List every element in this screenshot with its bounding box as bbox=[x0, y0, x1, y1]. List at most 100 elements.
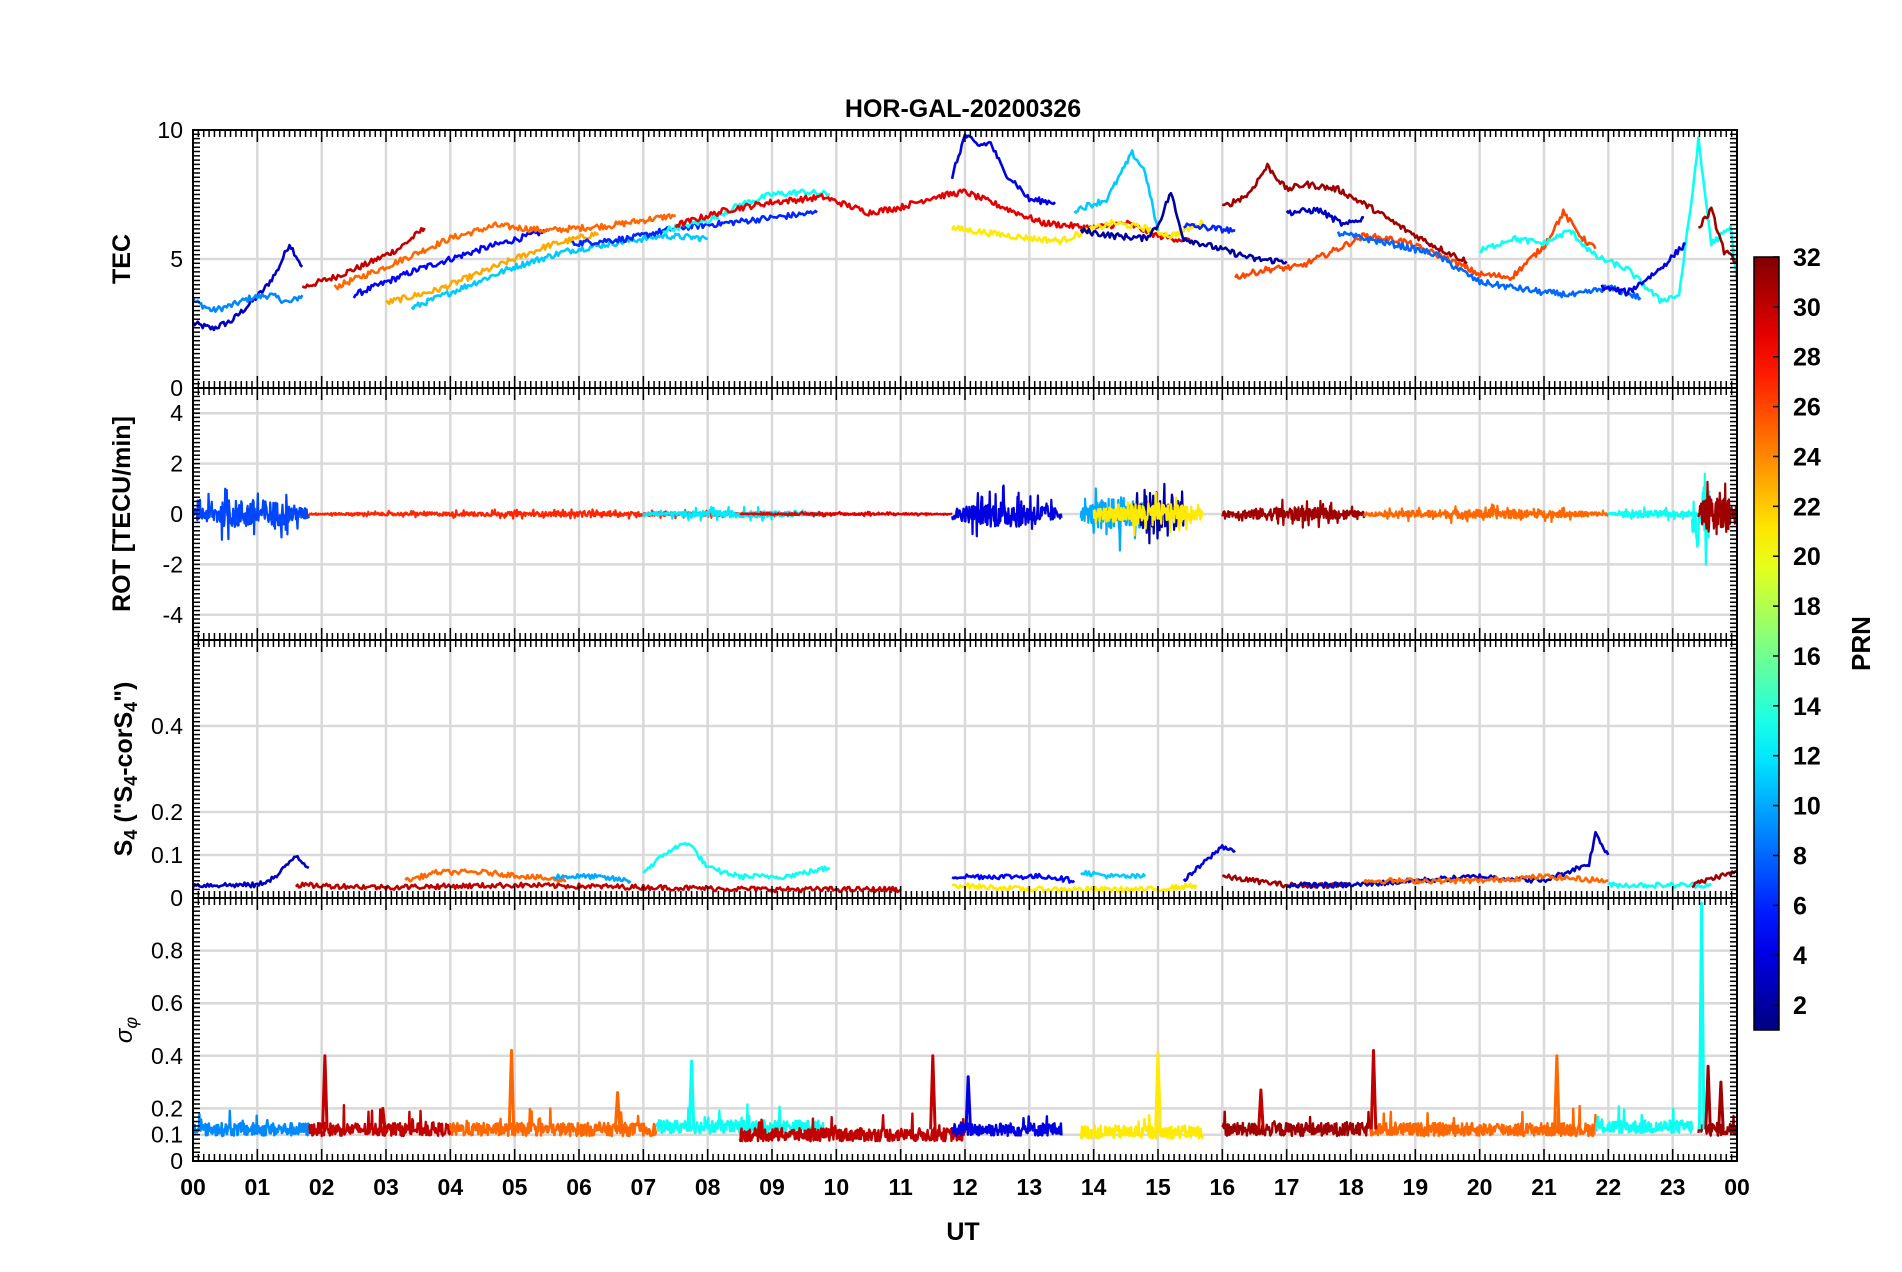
x-tick-label: 12 bbox=[952, 1174, 978, 1200]
tec-series-prn-3-0 bbox=[193, 243, 304, 332]
sigphi-ytick-label: 0.8 bbox=[151, 938, 183, 964]
colorbar-tick-label: 26 bbox=[1793, 394, 1821, 422]
s4-series-prn-4-8 bbox=[1182, 844, 1236, 882]
s4-series-prn-25-2 bbox=[404, 868, 567, 884]
s4-data bbox=[193, 830, 1737, 894]
colorbar-tick-label: 24 bbox=[1793, 443, 1821, 471]
sigphi-baseline-prn-4-5 bbox=[950, 1115, 1063, 1137]
x-tick-label: 03 bbox=[373, 1174, 399, 1200]
panel-rot: -4 -2 0 2 4 bbox=[163, 387, 1738, 641]
x-tick-label: 15 bbox=[1145, 1174, 1171, 1200]
colorbar-tick-label: 22 bbox=[1793, 493, 1821, 521]
x-tick-label: 17 bbox=[1274, 1174, 1300, 1200]
rot-burst-prn-31-12 bbox=[1697, 480, 1737, 536]
sigphi-ytick-label: 0.4 bbox=[151, 1043, 183, 1069]
tec-series-prn-31-15 bbox=[1221, 162, 1468, 265]
x-tick-label: 13 bbox=[1017, 1174, 1043, 1200]
sigphi-ytick-label: 0.2 bbox=[151, 1095, 183, 1121]
tec-series-prn-4-10 bbox=[950, 133, 1057, 206]
colorbar-label: PRN bbox=[1846, 616, 1876, 671]
x-tick-label: 23 bbox=[1660, 1174, 1686, 1200]
s4-series-prn-30-1 bbox=[294, 881, 902, 894]
tec-series-prn-6-7 bbox=[571, 209, 818, 248]
s4-series-prn-11-6 bbox=[1080, 869, 1147, 880]
sigphi-baseline-prn-30-4 bbox=[738, 1112, 967, 1143]
sigphi-spike-prn-30-8 bbox=[1257, 1088, 1265, 1130]
chart-title: HOR-GAL-20200326 bbox=[845, 95, 1081, 123]
colorbar-tick-label: 8 bbox=[1793, 842, 1807, 870]
tec-series-prn-11-12 bbox=[1073, 149, 1160, 231]
rot-burst-prn-25-9 bbox=[1363, 503, 1609, 525]
x-tick-label: 07 bbox=[631, 1174, 657, 1200]
y-axis-label-s4: S4 ("S4-corS4") bbox=[110, 682, 141, 857]
x-tick-label: 21 bbox=[1531, 1174, 1557, 1200]
colorbar-tick-label: 20 bbox=[1793, 543, 1821, 571]
s4-series-prn-10-3 bbox=[552, 872, 632, 884]
sigphi-spike-prn-25-2 bbox=[507, 1049, 516, 1130]
sigphi-baseline-prn-13-9 bbox=[1594, 1105, 1694, 1135]
tec-ytick-label: 5 bbox=[170, 246, 183, 272]
tec-series-prn-2-13 bbox=[1079, 191, 1288, 265]
s4-series-prn-3-0 bbox=[193, 854, 310, 889]
colorbar-tick-label: 32 bbox=[1793, 244, 1821, 272]
x-tick-label: 20 bbox=[1467, 1174, 1493, 1200]
colorbar-tick-label: 2 bbox=[1793, 992, 1807, 1020]
sigphi-baseline-prn-9-0 bbox=[193, 1109, 310, 1138]
colorbar-tick-label: 12 bbox=[1793, 743, 1821, 771]
x-tick-label: 08 bbox=[695, 1174, 721, 1200]
tec-ticks bbox=[192, 129, 1738, 389]
colorbar-tick-label: 10 bbox=[1793, 793, 1821, 821]
sigphi-ticks bbox=[192, 897, 1738, 1162]
tec-series-prn-25-4 bbox=[333, 213, 677, 291]
s4-ytick-label: 0.1 bbox=[151, 842, 183, 868]
sigphi-ytick-label: 0.1 bbox=[151, 1122, 183, 1148]
tec-series-prn-31-21 bbox=[1698, 206, 1737, 264]
x-tick-label: 05 bbox=[502, 1174, 528, 1200]
rot-burst-prn-31-8 bbox=[1221, 498, 1365, 529]
sigphi-baseline-prn-21-6 bbox=[1079, 1114, 1205, 1140]
x-tick-label: 09 bbox=[759, 1174, 785, 1200]
rot-ytick-label: 2 bbox=[170, 451, 183, 477]
y-axis-label-rot: ROT [TECU/min] bbox=[108, 416, 136, 612]
s4-ytick-label: 0.4 bbox=[151, 713, 183, 739]
x-axis-label: UT bbox=[946, 1218, 979, 1246]
tec-series-prn-5-3 bbox=[352, 229, 548, 299]
sigphi-spike-prn-13-4 bbox=[687, 1059, 696, 1130]
x-tick-label: 02 bbox=[309, 1174, 335, 1200]
sigphi-spike-prn-31-13 bbox=[1717, 1080, 1725, 1130]
panels: 0510-4-202400.10.20.400.10.20.40.60.8TEC… bbox=[108, 117, 1750, 1200]
colorbar-tick-label: 6 bbox=[1793, 892, 1807, 920]
s4-series-prn-5-5 bbox=[951, 872, 1076, 884]
colorbar-tick-label: 30 bbox=[1793, 294, 1821, 322]
x-tick-label: 11 bbox=[889, 1174, 914, 1200]
colorbar-tick-label: 4 bbox=[1793, 942, 1807, 970]
x-tick-label: 16 bbox=[1210, 1174, 1236, 1200]
panel-tec: 0 5 10 bbox=[157, 117, 1738, 401]
x-tick-label: 10 bbox=[824, 1174, 850, 1200]
x-tick-label: 06 bbox=[566, 1174, 592, 1200]
x-tick-label: 19 bbox=[1403, 1174, 1429, 1200]
x-tick-label: 01 bbox=[245, 1174, 271, 1200]
tec-series-prn-9-1 bbox=[193, 292, 304, 313]
tec-series-prn-11-6 bbox=[410, 232, 709, 311]
rot-burst-prn-13-10 bbox=[1607, 506, 1700, 522]
tec-data bbox=[193, 133, 1737, 332]
tec-ytick-label: 0 bbox=[170, 375, 183, 401]
sigphi-spike-prn-31-12 bbox=[1704, 1064, 1712, 1130]
x-tick-label: 22 bbox=[1596, 1174, 1622, 1200]
x-tick-label: 00 bbox=[180, 1174, 206, 1200]
sigphi-spike-prn-21-7 bbox=[1154, 1051, 1162, 1130]
rot-ytick-label: 0 bbox=[170, 501, 183, 527]
colorbar-tick-label: 16 bbox=[1793, 643, 1821, 671]
tec-series-prn-6-14 bbox=[1183, 222, 1236, 234]
rot-ytick-label: -4 bbox=[163, 602, 184, 628]
tec-ytick-label: 10 bbox=[157, 117, 183, 143]
sigphi-baseline-prn-31-7 bbox=[1221, 1110, 1372, 1138]
s4-series-prn-13-4 bbox=[642, 841, 831, 881]
s4-ticks bbox=[192, 639, 1738, 899]
rot-burst-prn-29-3 bbox=[739, 510, 953, 518]
s4-grid bbox=[193, 640, 1737, 898]
tec-series-prn-8-18 bbox=[1336, 230, 1642, 301]
tec-series-prn-30-2 bbox=[301, 226, 426, 289]
colorbar-tick-label: 28 bbox=[1793, 344, 1821, 372]
